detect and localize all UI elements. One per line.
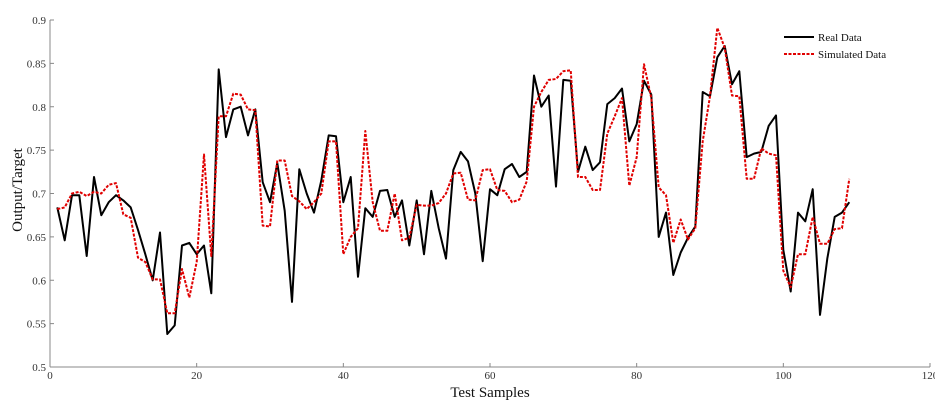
legend-label-real-data: Real Data [818, 32, 862, 44]
y-tick-label: 0.5 [32, 362, 46, 374]
x-tick-label: 100 [775, 370, 792, 382]
series-lines [56, 26, 851, 335]
y-tick-label: 0.8 [32, 102, 46, 114]
x-axis-label: Test Samples [450, 385, 530, 401]
x-tick-label: 60 [485, 370, 497, 382]
legend-label-simulated-data: Simulated Data [818, 49, 886, 61]
y-tick-label: 0.9 [32, 15, 46, 27]
y-axis-label: Output/Target [10, 147, 26, 231]
legend: Real Data Simulated Data [784, 32, 886, 61]
y-tick-label: 0.85 [27, 58, 47, 70]
y-tick-label: 0.7 [32, 189, 46, 201]
x-tick-label: 20 [191, 370, 203, 382]
x-tick-label: 120 [922, 370, 935, 382]
x-tick-label: 0 [47, 370, 53, 382]
y-tick-label: 0.65 [27, 232, 47, 244]
x-tick-label: 40 [338, 370, 350, 382]
x-ticks: 0 20 40 60 80 100 120 [47, 363, 935, 382]
y-ticks: 0.5 0.55 0.6 0.65 0.7 0.75 0.8 0.85 0.9 [27, 15, 54, 374]
y-tick-label: 0.55 [27, 319, 47, 331]
y-tick-label: 0.75 [27, 145, 47, 157]
y-tick-label: 0.6 [32, 275, 46, 287]
x-tick-label: 80 [631, 370, 643, 382]
series-line-real-data [56, 45, 851, 335]
